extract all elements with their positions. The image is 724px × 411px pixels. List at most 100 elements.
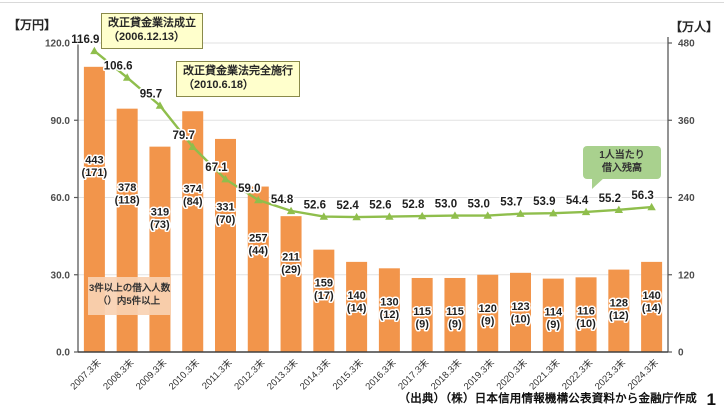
line-value-label: 52.6 xyxy=(304,200,326,212)
x-axis-label: 2023.3末 xyxy=(592,356,628,392)
bar-subvalue-label: (9) xyxy=(547,319,561,331)
bar-subvalue-label: (17) xyxy=(314,290,334,302)
bar-subvalue-label: (44) xyxy=(248,245,268,257)
bar-value-label: 443 xyxy=(85,155,103,167)
bar xyxy=(116,108,138,352)
bar-value-label: 140 xyxy=(642,290,660,302)
annotation-bar-series-note: 3件以上の借入人数 （）内5件以上 xyxy=(88,277,170,315)
line-marker xyxy=(254,195,263,204)
left-axis-tick: 90.0 xyxy=(51,116,71,127)
line-value-label: 52.6 xyxy=(369,200,391,212)
annotation-law-full-enforcement-title: 改正貸金業法完全施行 xyxy=(183,65,293,77)
line-marker xyxy=(516,209,525,217)
bar-value-label: 331 xyxy=(216,201,234,213)
bar xyxy=(247,186,269,352)
bar xyxy=(280,216,302,352)
line-marker xyxy=(221,175,230,183)
x-axis-label: 2022.3末 xyxy=(559,356,595,392)
x-axis-label: 2019.3末 xyxy=(461,356,497,392)
bar-value-labels: 443(171) 378(118) 319(73) 374(84) 331(70) 257… xyxy=(80,153,663,332)
line-marker xyxy=(90,46,99,55)
line-marker xyxy=(614,205,624,214)
bar-value-label: 257 xyxy=(249,232,267,244)
line-value-label: 56.3 xyxy=(631,190,653,202)
annotation-law-enacted: 改正貸金業法成立 （2006.12.13） xyxy=(101,13,203,49)
bar-value-label: 128 xyxy=(610,298,628,310)
line-marker xyxy=(155,101,165,109)
bar-subvalue-label: (14) xyxy=(642,302,662,314)
bar xyxy=(510,272,531,352)
bar-subvalue-label: (29) xyxy=(281,264,301,276)
line-marker xyxy=(352,212,361,221)
x-axis-label: 2020.3末 xyxy=(494,356,530,392)
line-marker xyxy=(122,73,132,81)
bar xyxy=(444,277,466,352)
line-value-label: 54.8 xyxy=(271,194,294,206)
line-marker xyxy=(188,142,197,150)
page-number: 1 xyxy=(706,390,716,409)
bar-value-label: 115 xyxy=(413,306,431,318)
x-axis-label: 2011.3末 xyxy=(199,356,235,392)
line-value-label: 54.4 xyxy=(566,195,589,207)
line-value-label: 95.7 xyxy=(140,89,162,101)
line-value-labels: 116.9 106.6 95.7 79.7 67.1 59.0 54.8 52.6 52.4 52… xyxy=(70,32,655,213)
x-axis-label: 2018.3末 xyxy=(428,356,464,392)
x-axis-label: 2017.3末 xyxy=(396,356,432,392)
source-attribution: （出典）（株）日本信用情報機構公表資料から金融庁作成 xyxy=(398,393,697,405)
bar-subvalue-label: (10) xyxy=(511,313,531,325)
x-axis-label: 2016.3末 xyxy=(363,356,399,392)
line-marker xyxy=(647,202,656,211)
annotation-law-enacted-title: 改正貸金業法成立 xyxy=(108,17,196,29)
left-axis-unit-label: 【万円】 xyxy=(8,18,57,32)
callout-text-line2: 借入残高 xyxy=(602,162,642,174)
bar-value-label: 115 xyxy=(446,306,464,318)
annotation-line-series-callout: 1人当たり 借入残高 xyxy=(583,146,661,189)
bar-value-label: 159 xyxy=(315,278,333,290)
bar xyxy=(477,274,499,352)
bar xyxy=(378,268,400,352)
bar-subvalue-label: (84) xyxy=(183,196,203,208)
line-marker xyxy=(286,206,296,215)
bar-subvalue-label: (14) xyxy=(347,302,367,314)
bar-subvalue-label: (70) xyxy=(216,214,236,226)
x-axis-label: 2021.3末 xyxy=(527,356,563,392)
x-axis-labels: 2007.3末2008.3末2009.3末2010.3末2011.3末2012.… xyxy=(68,356,661,392)
axes: 120.0 90.0 60.0 30.0 0.0 480 360 240 120 0 xyxy=(45,37,695,359)
line-value-label: 116.9 xyxy=(71,34,99,46)
x-axis-label: 2014.3末 xyxy=(297,356,333,392)
bar xyxy=(313,249,335,352)
bar xyxy=(149,146,171,352)
callout-tail xyxy=(592,177,605,189)
line-marker xyxy=(319,212,329,220)
bar-subvalue-label: (73) xyxy=(150,219,170,231)
annotation-law-enacted-date: （2006.12.13） xyxy=(108,30,186,43)
line-value-label: 55.2 xyxy=(599,193,621,205)
bar-subvalue-label: (12) xyxy=(609,310,629,322)
bar-subvalue-label: (10) xyxy=(576,318,596,330)
bar-value-label: 378 xyxy=(118,182,136,194)
annotation-law-full-enforcement-date: （2010.6.18） xyxy=(183,78,254,91)
top-divider xyxy=(0,2,724,3)
bar-subvalue-label: (9) xyxy=(448,318,462,330)
x-axis-label: 2024.3末 xyxy=(625,356,661,392)
bar xyxy=(411,277,433,352)
bar xyxy=(182,111,204,352)
line-value-label: 53.9 xyxy=(533,196,555,208)
bar-subvalue-label: (12) xyxy=(380,309,400,321)
line-marker xyxy=(549,209,558,217)
line-value-label: 59.0 xyxy=(238,183,260,195)
bar-subvalue-label: (118) xyxy=(115,194,140,206)
line-value-label: 53.7 xyxy=(500,197,522,209)
bar xyxy=(542,278,564,352)
line-value-label: 53.0 xyxy=(468,199,490,211)
left-axis-tick: 30.0 xyxy=(51,270,71,281)
line-value-label: 52.4 xyxy=(336,200,359,212)
bar-subvalue-label: (9) xyxy=(415,318,429,330)
line-value-label: 52.8 xyxy=(402,199,425,211)
line-value-label: 106.6 xyxy=(104,61,133,73)
right-axis-unit-label: 【万人】 xyxy=(669,20,718,34)
right-axis-tick: 360 xyxy=(678,116,695,127)
bar-value-label: 140 xyxy=(347,290,365,302)
bar-subvalue-label: (9) xyxy=(481,315,495,327)
